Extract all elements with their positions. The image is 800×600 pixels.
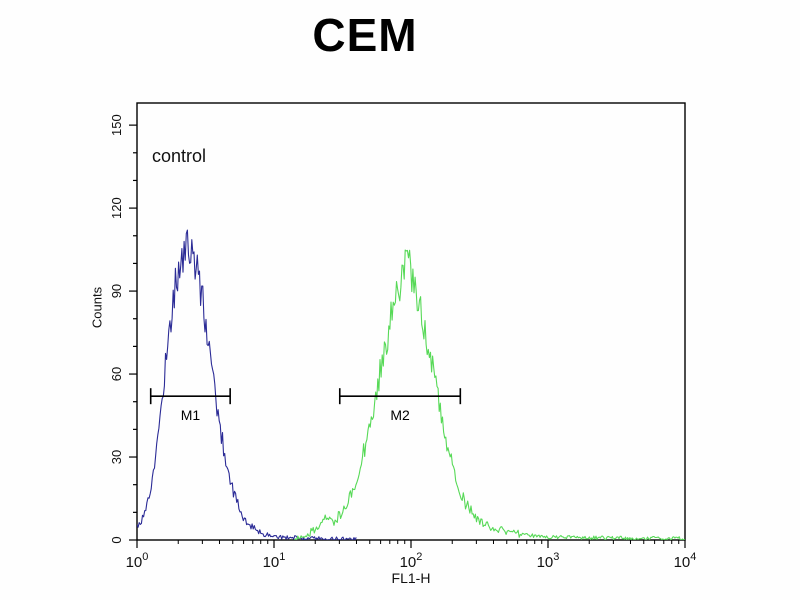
gate-label-M2: M2	[390, 407, 410, 423]
y-tick-label: 30	[109, 450, 124, 464]
y-axis-label: Counts	[89, 286, 105, 329]
x-tick-label: 101	[263, 551, 286, 571]
gate-label-M1: M1	[181, 407, 201, 423]
y-tick-label: 120	[109, 197, 124, 219]
annotation-control: control	[152, 146, 207, 166]
y-tick-label: 0	[109, 536, 124, 543]
x-tick-label: 102	[400, 551, 423, 571]
x-tick-label: 100	[126, 551, 149, 571]
chart-title: CEM	[312, 9, 418, 61]
y-tick-label: 60	[109, 367, 124, 381]
series-control	[137, 229, 357, 540]
x-tick-label: 103	[537, 551, 560, 571]
y-tick-label: 150	[109, 114, 124, 136]
x-axis-label: FL1-H	[391, 570, 431, 586]
series-stained	[294, 249, 685, 540]
x-tick-label: 104	[674, 551, 697, 571]
y-tick-label: 90	[109, 284, 124, 298]
plot-border	[136, 102, 686, 541]
